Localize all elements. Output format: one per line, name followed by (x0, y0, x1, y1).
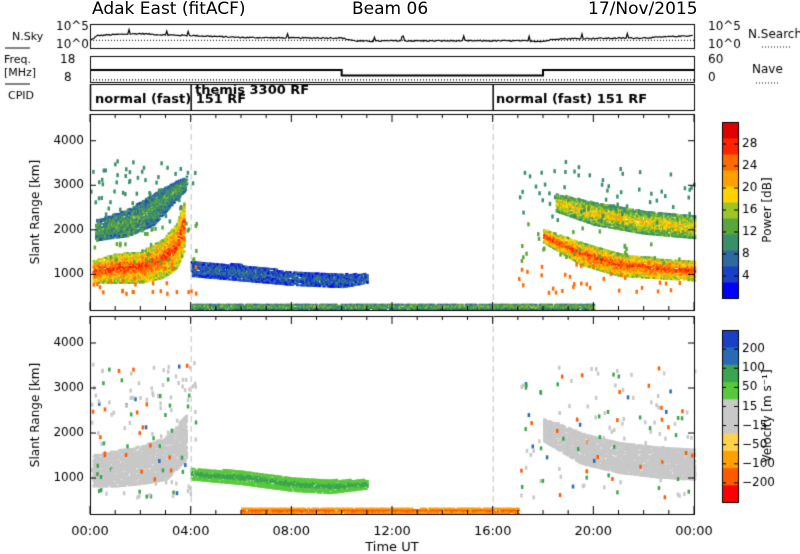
date-label: 17/Nov/2015 (588, 0, 698, 19)
beam-label: Beam 06 (352, 0, 429, 19)
radar-title: Adak East (fitACF) (92, 0, 246, 19)
